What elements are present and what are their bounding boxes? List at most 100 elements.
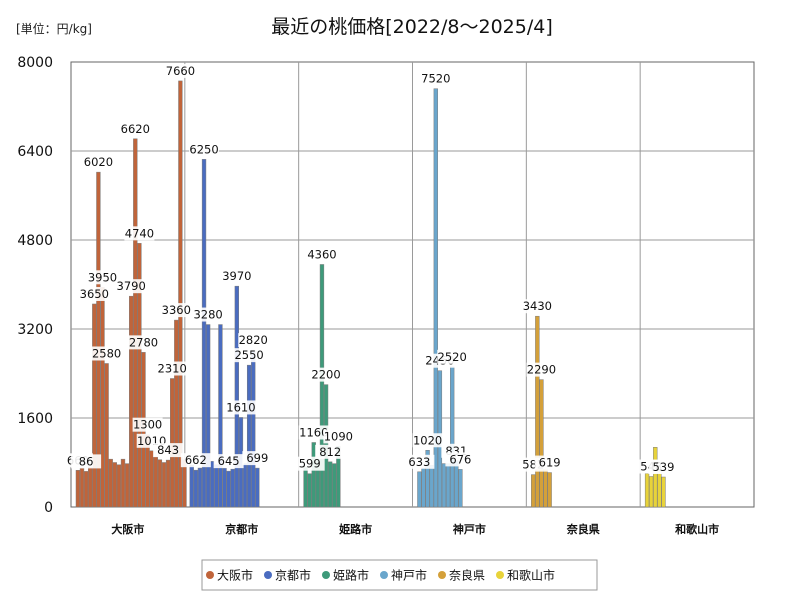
legend-marker — [322, 571, 330, 579]
data-label: 2290 — [527, 363, 556, 377]
data-label: 3280 — [193, 308, 222, 322]
data-label-bg — [298, 425, 329, 440]
data-label-bg — [180, 453, 211, 468]
bar — [543, 466, 548, 508]
bar — [133, 138, 138, 508]
data-label: 676 — [449, 452, 471, 466]
data-label: 843 — [157, 443, 179, 457]
x-tick-label: 大阪市 — [111, 522, 144, 536]
plot-area: 0 1600 3200 4800 6400 8000 大阪市 京都市 姫路市 神戸市 奈良県 和歌山市… — [17, 55, 755, 536]
bar — [531, 474, 536, 508]
bar — [165, 459, 171, 508]
bar — [255, 467, 260, 508]
data-label-bg — [153, 443, 184, 458]
bar — [417, 471, 422, 508]
bar — [661, 476, 666, 508]
data-label-bg — [189, 142, 220, 157]
data-label: 2520 — [438, 350, 467, 364]
data-label-bg — [128, 335, 159, 350]
y-tick-label: 8000 — [17, 55, 53, 71]
bar — [124, 463, 130, 508]
data-label-bg — [132, 417, 163, 432]
data-label-bg — [445, 452, 476, 467]
data-label: 4740 — [125, 226, 154, 240]
data-label-bg — [242, 451, 273, 466]
bar — [153, 456, 158, 508]
data-label: 4360 — [307, 247, 336, 261]
bar — [242, 463, 248, 508]
data-label-bg — [437, 349, 468, 364]
bar — [161, 462, 167, 508]
x-tick-label: 京都市 — [225, 522, 258, 536]
data-label: 6020 — [84, 155, 113, 169]
data-label-bg — [294, 456, 325, 471]
data-label: 1020 — [413, 433, 442, 447]
y-tick-label: 1600 — [17, 411, 53, 427]
data-label-bg — [306, 247, 337, 262]
data-label-bg — [157, 361, 188, 376]
bar — [319, 264, 325, 508]
data-label: 633 — [408, 455, 430, 469]
data-label-bg — [225, 400, 256, 415]
bar — [170, 378, 175, 508]
bar — [129, 295, 134, 508]
x-tick-label: 姫路市 — [339, 522, 372, 536]
data-label-bg — [116, 279, 147, 294]
bar — [157, 459, 163, 508]
data-label: 2820 — [239, 333, 268, 347]
data-label: 2580 — [92, 346, 121, 360]
data-label-bg — [238, 333, 269, 348]
data-label-bg — [87, 270, 118, 285]
legend-label: 和歌山市 — [507, 568, 555, 583]
data-label: 619 — [539, 456, 561, 470]
y-tick-label: 6400 — [17, 144, 53, 160]
data-label-bg — [221, 269, 252, 284]
data-label-bg — [323, 429, 354, 444]
data-label: 645 — [218, 454, 240, 468]
y-tick-label: 0 — [44, 500, 53, 516]
bar — [307, 473, 312, 508]
bar — [100, 287, 105, 508]
data-label: 3360 — [162, 303, 191, 317]
bar — [539, 379, 544, 508]
data-label: 2200 — [311, 368, 340, 382]
bar — [201, 159, 207, 508]
y-tick-label: 3200 — [17, 322, 53, 338]
legend: 大阪市 京都市 姫路市 神戸市 奈良県 和歌山市 — [201, 559, 598, 591]
legend-box — [201, 559, 598, 591]
data-label: 7520 — [421, 72, 450, 86]
bar — [421, 467, 426, 508]
data-label: 1300 — [133, 418, 162, 432]
data-label-bg — [193, 307, 224, 322]
bar — [83, 471, 89, 508]
data-label-bg — [83, 155, 114, 170]
bar — [653, 447, 658, 508]
legend-label: 奈良県 — [449, 568, 485, 583]
bar — [644, 473, 650, 508]
bar — [120, 458, 126, 508]
legend-marker — [264, 571, 272, 579]
data-label: 2310 — [158, 362, 187, 376]
data-label: 1090 — [324, 429, 353, 443]
bar — [332, 463, 337, 508]
bar — [112, 462, 117, 508]
bar — [96, 171, 101, 508]
bar — [450, 366, 455, 508]
data-label-bg — [412, 433, 443, 448]
bar — [205, 324, 211, 508]
bar — [547, 472, 552, 508]
data-label-bg — [91, 346, 122, 361]
data-label-bg — [79, 286, 110, 301]
data-label-bg — [522, 299, 553, 314]
legend-marker — [438, 571, 446, 579]
legend-label: 大阪市 — [217, 568, 253, 583]
data-label-bg — [648, 460, 679, 475]
bar — [251, 349, 256, 508]
data-label: 699 — [246, 451, 268, 465]
data-label-bg — [404, 454, 435, 469]
data-label: 3950 — [88, 270, 117, 284]
bar — [214, 464, 219, 508]
legend-label: 神戸市 — [391, 568, 427, 583]
legend-marker — [496, 571, 504, 579]
data-label-bg — [234, 348, 265, 363]
